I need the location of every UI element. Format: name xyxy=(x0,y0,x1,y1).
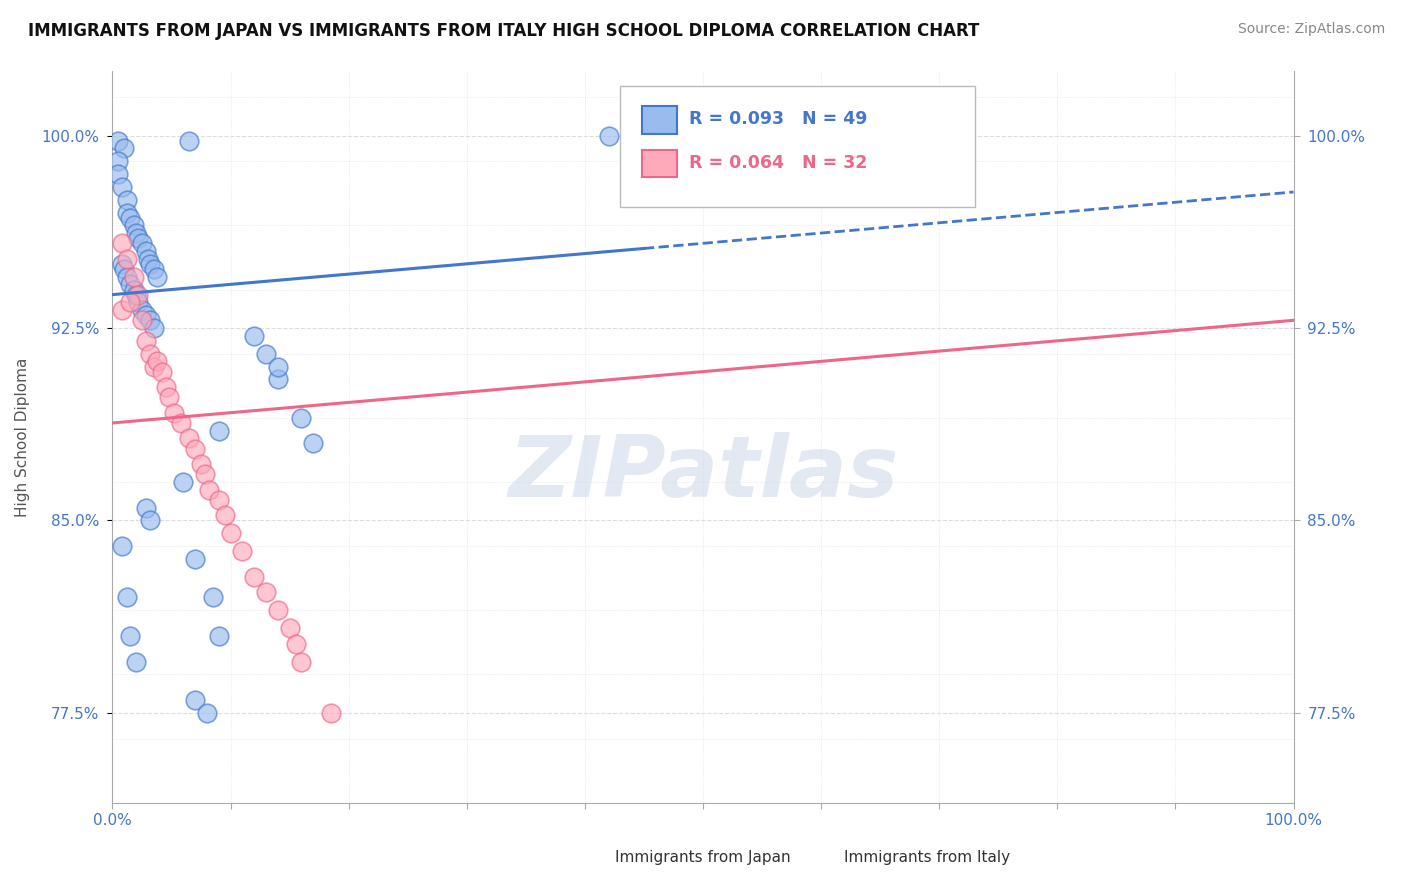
Point xyxy=(125,287,148,301)
Point xyxy=(136,252,159,266)
Point xyxy=(139,313,162,327)
Point xyxy=(150,365,173,379)
Text: Source: ZipAtlas.com: Source: ZipAtlas.com xyxy=(1237,22,1385,37)
Point xyxy=(302,436,325,450)
Text: R = 0.093   N = 49: R = 0.093 N = 49 xyxy=(689,110,868,128)
Point xyxy=(155,380,177,394)
Point xyxy=(127,287,149,301)
Point xyxy=(184,552,207,566)
Bar xyxy=(641,150,678,178)
Point xyxy=(319,706,342,720)
Point xyxy=(208,492,231,507)
Text: Immigrants from Japan: Immigrants from Japan xyxy=(616,850,790,865)
Point xyxy=(201,591,224,605)
Point xyxy=(135,500,157,515)
Point xyxy=(112,262,135,277)
Point xyxy=(278,621,301,635)
Point xyxy=(284,637,307,651)
Point xyxy=(179,134,201,148)
Point xyxy=(111,257,134,271)
Point xyxy=(127,295,149,310)
Point xyxy=(135,244,157,258)
Point xyxy=(172,475,194,489)
Point xyxy=(115,205,138,219)
Point xyxy=(267,359,290,374)
Point xyxy=(120,211,142,225)
Point xyxy=(243,570,266,584)
Point xyxy=(122,219,145,233)
Point xyxy=(122,269,145,284)
Point xyxy=(184,442,207,456)
Point xyxy=(115,591,138,605)
Point xyxy=(120,277,142,292)
Point xyxy=(139,514,162,528)
Point xyxy=(208,629,231,643)
Point xyxy=(111,236,134,251)
Bar xyxy=(641,106,678,134)
Point xyxy=(142,262,165,277)
Point xyxy=(107,134,129,148)
Point xyxy=(198,483,221,497)
Point xyxy=(135,334,157,348)
Text: Immigrants from Italy: Immigrants from Italy xyxy=(845,850,1011,865)
Point xyxy=(122,283,145,297)
Point xyxy=(267,603,290,617)
Point xyxy=(120,629,142,643)
Point xyxy=(219,526,242,541)
Point xyxy=(290,410,312,425)
Point xyxy=(184,693,207,707)
Point xyxy=(267,372,290,386)
Point xyxy=(131,303,153,318)
Point xyxy=(111,303,134,318)
Point xyxy=(146,354,169,368)
Point xyxy=(194,467,217,482)
Point xyxy=(107,167,129,181)
Point xyxy=(111,539,134,553)
Point xyxy=(190,457,212,471)
Point xyxy=(142,321,165,335)
Point xyxy=(243,328,266,343)
Text: ZIPatlas: ZIPatlas xyxy=(508,432,898,516)
Point xyxy=(125,226,148,240)
Point xyxy=(231,544,253,558)
Point xyxy=(135,308,157,322)
Point xyxy=(127,231,149,245)
Text: R = 0.064   N = 32: R = 0.064 N = 32 xyxy=(689,153,868,172)
Point xyxy=(195,706,218,720)
Point xyxy=(131,236,153,251)
Point xyxy=(139,257,162,271)
Point xyxy=(107,154,129,169)
Bar xyxy=(550,848,575,867)
Point xyxy=(142,359,165,374)
Point xyxy=(163,406,186,420)
Point xyxy=(111,179,134,194)
Point xyxy=(120,295,142,310)
Point xyxy=(179,431,201,445)
Point xyxy=(125,655,148,669)
Point xyxy=(115,252,138,266)
FancyBboxPatch shape xyxy=(620,86,974,207)
Text: IMMIGRANTS FROM JAPAN VS IMMIGRANTS FROM ITALY HIGH SCHOOL DIPLOMA CORRELATION C: IMMIGRANTS FROM JAPAN VS IMMIGRANTS FROM… xyxy=(28,22,980,40)
Point xyxy=(598,128,620,143)
Point xyxy=(208,424,231,438)
Bar xyxy=(773,848,800,867)
Point xyxy=(290,655,312,669)
Y-axis label: High School Diploma: High School Diploma xyxy=(15,358,30,516)
Point xyxy=(157,390,180,404)
Point xyxy=(115,269,138,284)
Point xyxy=(254,585,277,599)
Point xyxy=(115,193,138,207)
Point xyxy=(170,416,193,430)
Point xyxy=(214,508,236,523)
Point xyxy=(146,269,169,284)
Point xyxy=(131,313,153,327)
Point xyxy=(254,346,277,360)
Point xyxy=(139,346,162,360)
Point xyxy=(112,141,135,155)
